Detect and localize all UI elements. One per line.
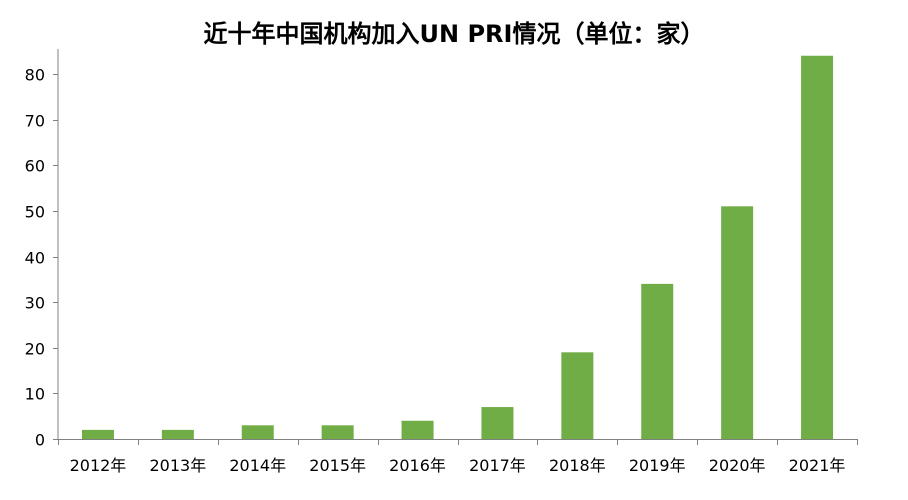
y-tick-label: 30	[25, 294, 45, 313]
bar	[401, 420, 434, 439]
y-tick-label: 70	[25, 112, 45, 131]
x-tick-label: 2018年	[549, 456, 606, 475]
x-tick-label: 2014年	[229, 456, 286, 475]
y-tick-label: 60	[25, 157, 45, 176]
bar	[801, 55, 834, 439]
x-tick-label: 2016年	[389, 456, 446, 475]
y-tick-label: 10	[25, 385, 45, 404]
bar	[161, 429, 194, 439]
bar	[321, 425, 354, 439]
y-tick-label: 80	[25, 66, 45, 85]
x-tick-label: 2015年	[309, 456, 366, 475]
x-tick-label: 2013年	[149, 456, 206, 475]
chart-title: 近十年中国机构加入UN PRI情况（单位：家）	[203, 20, 705, 48]
bar	[721, 206, 754, 439]
bar	[561, 352, 594, 439]
x-tick-label: 2017年	[469, 456, 526, 475]
x-tick-label: 2020年	[709, 456, 766, 475]
x-tick-label: 2021年	[789, 456, 846, 475]
y-tick-label: 20	[25, 340, 45, 359]
bar	[481, 407, 514, 439]
y-tick-label: 0	[35, 431, 45, 450]
bar	[241, 425, 274, 439]
y-tick-label: 40	[25, 249, 45, 268]
y-tick-label: 50	[25, 203, 45, 222]
bar	[81, 429, 114, 439]
x-tick-label: 2012年	[70, 456, 127, 475]
x-tick-label: 2019年	[629, 456, 686, 475]
bar	[641, 283, 674, 439]
